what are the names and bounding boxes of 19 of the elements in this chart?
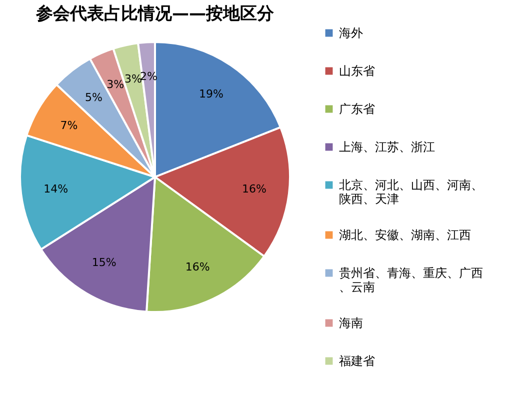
- legend-label: 北京、河北、山西、河南、陕西、天津: [339, 178, 483, 206]
- legend-label: 贵州省、青海、重庆、广西、云南: [339, 266, 483, 294]
- data-label: 5%: [84, 90, 102, 104]
- legend-label: 海外: [339, 26, 363, 40]
- legend-label: 上海、江苏、浙江: [339, 140, 435, 154]
- data-label: 3%: [106, 78, 124, 92]
- data-label: 19%: [198, 87, 224, 100]
- legend-label: 海南: [339, 316, 363, 330]
- data-label: 3%: [124, 72, 142, 86]
- legend-label: 湖北、安徽、湖南、江西: [339, 228, 471, 242]
- chart-title: 参会代表占比情况——按地区分: [35, 4, 275, 24]
- data-label: 15%: [92, 256, 116, 270]
- data-label: 16%: [185, 260, 210, 274]
- legend-label: 广东省: [339, 102, 375, 116]
- data-label: 14%: [44, 182, 68, 196]
- legend-label: 山东省: [339, 64, 375, 78]
- data-label: 7%: [60, 119, 78, 132]
- data-label: 16%: [242, 182, 266, 196]
- legend-label: 福建省: [339, 354, 375, 368]
